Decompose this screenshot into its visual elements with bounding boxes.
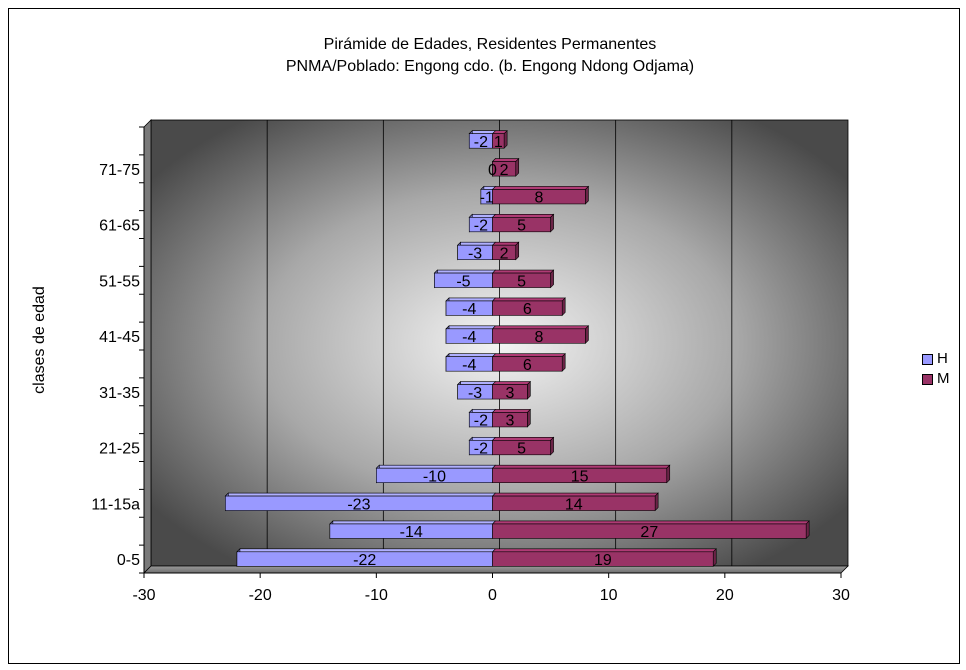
- bar-side-m: [550, 213, 554, 233]
- y-tick-label: 61-65: [99, 218, 140, 235]
- x-tick-label: 20: [716, 587, 734, 604]
- bar-m: [492, 133, 505, 149]
- data-label-m: 1: [494, 134, 503, 151]
- y-axis-title: clases de edad: [31, 286, 48, 394]
- data-label-h: -2: [474, 134, 488, 151]
- bar-side-m: [550, 269, 554, 289]
- data-label-h: -22: [353, 552, 376, 569]
- bar-m: [492, 412, 528, 428]
- bar-side-m: [503, 129, 508, 149]
- bar-m: [492, 384, 528, 400]
- bar-m: [492, 523, 807, 539]
- data-label-m: 5: [517, 218, 526, 235]
- y-tick-label: 21-25: [99, 441, 140, 458]
- data-label-h: -4: [462, 357, 476, 374]
- bar-side-m: [561, 297, 566, 317]
- legend-swatch-m: [922, 374, 933, 385]
- data-label-h: -4: [462, 301, 476, 318]
- data-label-m: 6: [523, 301, 532, 318]
- bar-m: [492, 244, 517, 260]
- legend-label-m: M: [937, 370, 950, 387]
- bar-side-m: [561, 352, 566, 372]
- y-tick-label: 41-45: [99, 329, 140, 346]
- data-label-m: 3: [505, 413, 514, 430]
- bar-side-m: [654, 492, 659, 512]
- y-tick-label: 71-75: [99, 162, 140, 179]
- data-label-m: 8: [535, 329, 544, 346]
- bar-side-m: [527, 408, 531, 428]
- data-label-h: -5: [456, 273, 470, 290]
- data-label-m: 2: [500, 245, 509, 262]
- data-label-m: 14: [565, 496, 583, 513]
- legend-swatch-h: [922, 354, 933, 365]
- data-label-m: 5: [517, 441, 526, 458]
- x-tick-label: -30: [132, 587, 155, 604]
- data-label-m: 5: [517, 273, 526, 290]
- x-tick-label: 10: [600, 587, 618, 604]
- data-label-h: -4: [462, 329, 476, 346]
- chart-title-line-1: Pirámide de Edades, Residentes Permanent…: [323, 36, 657, 53]
- bar-m: [492, 467, 668, 483]
- data-label-h: -3: [468, 245, 482, 262]
- data-label-h: 0: [488, 162, 497, 179]
- data-label-m: 15: [571, 468, 589, 485]
- side-wall: [143, 119, 152, 574]
- bar-m: [492, 300, 563, 316]
- bar-m: [492, 161, 517, 177]
- bar-side-m: [805, 520, 810, 540]
- y-tick-label: 31-35: [99, 385, 140, 402]
- bar-m: [492, 328, 586, 344]
- data-label-m: 27: [640, 524, 658, 541]
- bar-side-m: [666, 464, 671, 484]
- bar-side-m: [585, 325, 589, 345]
- legend: H M: [916, 346, 962, 392]
- data-label-h: -2: [474, 441, 488, 458]
- x-tick-label: -10: [365, 587, 388, 604]
- data-label-m: 19: [594, 552, 612, 569]
- bar-side-m: [585, 185, 589, 205]
- data-label-m: 6: [523, 357, 532, 374]
- data-label-h: -14: [400, 524, 423, 541]
- chart-floor: [143, 565, 849, 574]
- bar-side-m: [515, 241, 520, 261]
- data-label-h: -3: [468, 385, 482, 402]
- bar-side-m: [550, 436, 554, 456]
- bar-m: [492, 272, 551, 288]
- bar-m: [492, 217, 551, 233]
- bar-m: [492, 356, 563, 372]
- bar-side-m: [515, 157, 520, 177]
- data-label-h: -2: [474, 218, 488, 235]
- x-tick-label: 30: [832, 587, 850, 604]
- y-tick-label: 0-5: [117, 552, 140, 569]
- legend-label-h: H: [937, 350, 948, 367]
- bar-m: [492, 189, 586, 205]
- data-label-h: -1: [480, 190, 494, 207]
- bar-m: [492, 551, 714, 567]
- y-tick-label: 51-55: [99, 273, 140, 290]
- data-label-h: -10: [423, 468, 446, 485]
- data-label-m: 3: [505, 385, 514, 402]
- bar-m: [492, 495, 656, 511]
- chart-title: Pirámide de Edades, Residentes Permanent…: [0, 34, 966, 78]
- data-label-m: 2: [500, 162, 509, 179]
- data-label-h: -2: [474, 413, 488, 430]
- x-tick-label: 0: [488, 587, 497, 604]
- chart-title-line-2: PNMA/Poblado: Engong cdo. (b. Engong Ndo…: [285, 58, 695, 75]
- x-tick-label: -20: [249, 587, 272, 604]
- y-tick-label: 11-15a: [91, 496, 140, 513]
- bar-side-m: [712, 548, 717, 568]
- bar-m: [492, 440, 551, 456]
- bar-side-m: [527, 380, 531, 400]
- data-label-h: -23: [347, 496, 370, 513]
- data-label-m: 8: [535, 190, 544, 207]
